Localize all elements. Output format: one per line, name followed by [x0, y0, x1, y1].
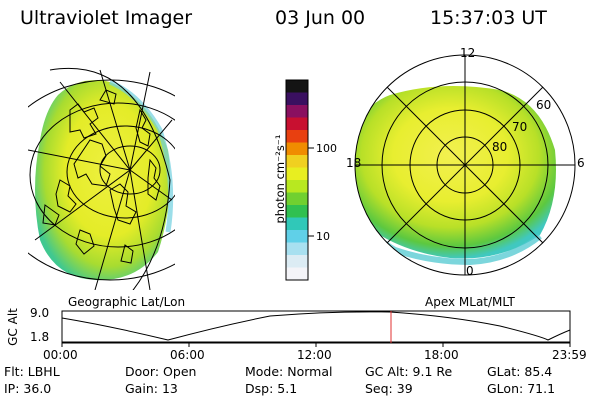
info-gc-alt: GC Alt: 9.1 Re [365, 364, 453, 379]
mlt-label-0: 0 [466, 264, 474, 278]
mlt-label-6: 6 [577, 156, 585, 170]
altitude-curve [61, 311, 571, 341]
altitude-axis-label: GC Alt [5, 308, 20, 346]
mlat-label-60: 60 [536, 98, 552, 112]
colorbar-band [286, 255, 308, 268]
time-tick-1800: 18:00 [424, 348, 459, 362]
colorbar-band [286, 117, 308, 131]
info-door: Door: Open [125, 364, 197, 379]
time-tick-0000: 00:00 [43, 348, 78, 362]
colorbar-band [286, 267, 308, 281]
colorbar-band [286, 180, 308, 193]
colorbar-band [286, 167, 308, 181]
time-tick-0600: 06:00 [170, 348, 205, 362]
colorbar-band [286, 230, 308, 243]
app-title: Ultraviolet Imager [20, 7, 193, 29]
colorbar-band [286, 130, 308, 143]
colorbar-band [286, 155, 308, 168]
colorbar-band [286, 92, 308, 106]
color-scale-bar [286, 80, 308, 281]
info-ip: IP: 36.0 [4, 381, 52, 396]
info-glat: GLat: 85.4 [487, 364, 553, 379]
mlat-label-80: 80 [492, 140, 508, 154]
mlt-label-12: 12 [460, 46, 476, 60]
mlat-label-70: 70 [512, 120, 528, 134]
info-dsp: Dsp: 5.1 [245, 381, 298, 396]
colorbar-tick-100: 100 [316, 142, 337, 155]
altitude-tick-max: 9.0 [30, 306, 50, 320]
altitude-tick-min: 1.8 [30, 330, 50, 344]
colorbar-unit-label: photon cm⁻²s⁻¹ [273, 134, 287, 224]
info-seq: Seq: 39 [365, 381, 413, 396]
time-tick-2359: 23:59 [552, 348, 587, 362]
colorbar-band [286, 205, 308, 218]
date-label: 03 Jun 00 [275, 7, 366, 29]
info-gain: Gain: 13 [125, 381, 178, 396]
right-panel-caption: Apex MLat/MLT [425, 295, 515, 309]
info-glon: GLon: 71.1 [487, 381, 556, 396]
colorbar-band [286, 242, 308, 256]
time-tick-1200: 12:00 [297, 348, 332, 362]
colorbar-tick-10: 10 [316, 230, 330, 243]
colorbar-band [286, 80, 308, 93]
colorbar-band [286, 105, 308, 118]
geographic-map [28, 67, 175, 290]
info-mode: Mode: Normal [245, 364, 333, 379]
mlt-label-18: 18 [346, 156, 362, 170]
altitude-plot [61, 310, 571, 347]
apex-polar-map [354, 54, 576, 276]
colorbar-band [286, 217, 308, 231]
info-flt: Flt: LBHL [4, 364, 60, 379]
colorbar-band [286, 192, 308, 206]
left-panel-caption: Geographic Lat/Lon [68, 295, 186, 309]
colorbar-band [286, 142, 308, 156]
time-label: 15:37:03 UT [430, 7, 547, 29]
